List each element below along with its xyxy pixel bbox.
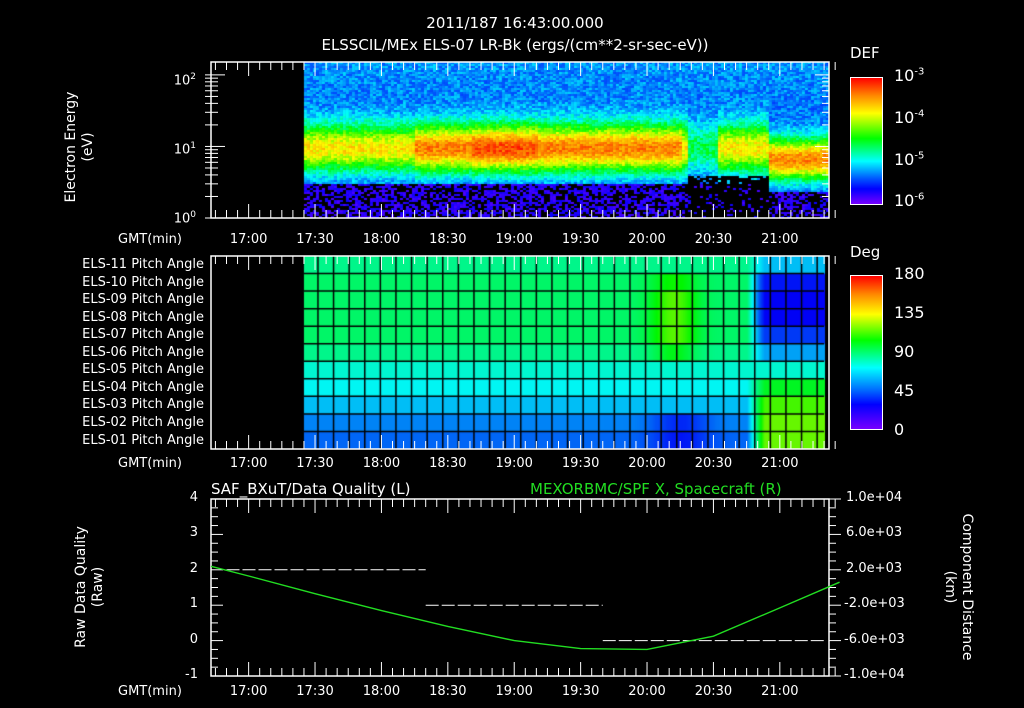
def-tick-1e-6: 10-6 xyxy=(894,191,925,210)
xtick-label: 20:30 xyxy=(694,684,733,699)
deg-colorbar xyxy=(850,275,883,430)
pitch-angle-row-label: ELS-10 Pitch Angle xyxy=(82,274,204,290)
xtick-label: 20:30 xyxy=(694,456,733,471)
left-ytick-label: 1 xyxy=(189,596,198,612)
xtick-label: 17:00 xyxy=(229,684,268,699)
ytick-1e1: 101 xyxy=(173,141,196,158)
xtick-label: 19:30 xyxy=(561,684,600,699)
pitch-angle-row-label: ELS-08 Pitch Angle xyxy=(82,309,204,325)
xtick-label: 17:00 xyxy=(229,456,268,471)
xtick-label: 20:00 xyxy=(628,456,666,471)
pitch-angle-canvas xyxy=(211,256,829,449)
xtick-label: 21:00 xyxy=(761,232,799,247)
def-tick-1e-4: 10-4 xyxy=(894,108,925,127)
xtick-label: 20:30 xyxy=(694,232,733,247)
deg-tick-45: 45 xyxy=(894,381,915,400)
xtick-label: 18:00 xyxy=(362,232,401,247)
pitch-angle-row-label: ELS-05 Pitch Angle xyxy=(82,362,204,378)
xtick-label: 21:00 xyxy=(761,684,799,699)
xtick-label: 21:00 xyxy=(761,456,799,471)
xtick-label: 17:30 xyxy=(296,684,334,699)
xtick-label: 20:00 xyxy=(628,232,666,247)
left-ytick-label: 0 xyxy=(189,631,198,647)
ytick-1e2: 102 xyxy=(173,72,196,89)
right-ytick-label: -6.0e+03 xyxy=(844,631,905,647)
xtick-label: 18:00 xyxy=(362,684,401,699)
left-ytick-label: 3 xyxy=(189,525,198,541)
pitch-angle-row-label: ELS-03 Pitch Angle xyxy=(82,397,204,413)
energy-spectrogram-canvas xyxy=(211,62,829,218)
energy-axes xyxy=(205,61,836,219)
left-ytick-label: 4 xyxy=(189,490,198,505)
data-quality-title: SAF_BXuT/Data Quality (L) xyxy=(211,480,411,498)
gmt-axis-label-3: GMT(min) xyxy=(118,684,182,699)
deg-colorbar-title: Deg xyxy=(850,243,881,261)
deg-tick-90: 90 xyxy=(894,342,915,361)
pitch-angle-row-label: ELS-11 Pitch Angle xyxy=(82,257,204,272)
spacecraft-x-title: MEXORBMC/SPF X, Spacecraft (R) xyxy=(530,480,782,498)
xtick-label: 19:00 xyxy=(495,684,533,699)
right-ytick-label: 6.0e+03 xyxy=(846,525,903,541)
right-ytick-label: -2.0e+03 xyxy=(844,596,905,612)
plot-timestamp: 2011/187 16:43:00.000 xyxy=(426,14,604,32)
xtick-label: 19:00 xyxy=(495,232,533,247)
def-tick-1e-5: 10-5 xyxy=(894,150,925,169)
pitch-angle-row-label: ELS-07 Pitch Angle xyxy=(82,327,204,343)
deg-tick-0: 0 xyxy=(894,420,905,439)
def-colorbar xyxy=(850,77,883,205)
xtick-label: 19:30 xyxy=(561,456,600,471)
xtick-label: 18:00 xyxy=(362,456,401,471)
xtick-label: 20:00 xyxy=(628,684,666,699)
pitch-angle-row-label: ELS-02 Pitch Angle xyxy=(82,414,204,430)
pitch-angle-row-label: ELS-04 Pitch Angle xyxy=(82,379,204,395)
def-colorbar-title: DEF xyxy=(850,44,880,62)
def-tick-1e-3: 10-3 xyxy=(894,66,925,85)
gmt-axis-label-2: GMT(min) xyxy=(118,456,182,471)
xtick-label: 18:30 xyxy=(429,232,467,247)
ytick-1e0: 100 xyxy=(173,210,196,227)
xtick-label: 17:00 xyxy=(229,232,268,247)
xtick-label: 18:30 xyxy=(429,456,467,471)
deg-tick-135: 135 xyxy=(894,303,925,322)
xtick-label: 17:30 xyxy=(296,232,334,247)
left-ytick-label: 2 xyxy=(189,560,198,576)
deg-tick-180: 180 xyxy=(894,264,925,283)
pitch-angle-row-label: ELS-09 Pitch Angle xyxy=(82,292,204,308)
xtick-label: 18:30 xyxy=(429,684,467,699)
right-ytick-label: 2.0e+03 xyxy=(846,560,903,576)
right-ytick-label: -1.0e+04 xyxy=(844,667,905,682)
xtick-label: 19:30 xyxy=(561,232,600,247)
plot-subtitle: ELSSCIL/MEx ELS-07 LR-Bk (ergs/(cm**2-sr… xyxy=(321,36,709,54)
left-ytick-label: -1 xyxy=(185,667,198,682)
xtick-label: 19:00 xyxy=(495,456,533,471)
xtick-label: 17:30 xyxy=(296,456,334,471)
pitch-angle-row-label: ELS-01 Pitch Angle xyxy=(82,432,204,448)
gmt-axis-label-1: GMT(min) xyxy=(118,232,182,247)
pitch-angle-row-label: ELS-06 Pitch Angle xyxy=(82,344,204,360)
pitch-angle-axes xyxy=(210,255,836,450)
right-ytick-label: 1.0e+04 xyxy=(846,490,903,505)
